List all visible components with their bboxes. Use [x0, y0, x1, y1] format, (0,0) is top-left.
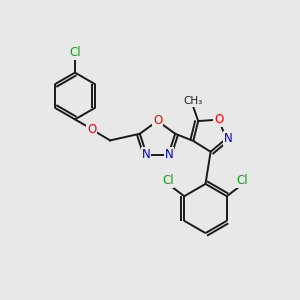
Text: Cl: Cl	[162, 174, 173, 187]
Text: CH₃: CH₃	[183, 96, 202, 106]
Text: O: O	[214, 113, 223, 126]
Text: Cl: Cl	[237, 174, 248, 187]
Text: N: N	[142, 148, 150, 161]
Text: Cl: Cl	[69, 46, 81, 59]
Text: N: N	[224, 132, 233, 145]
Text: O: O	[153, 114, 162, 128]
Text: O: O	[87, 122, 96, 136]
Text: N: N	[165, 148, 173, 161]
